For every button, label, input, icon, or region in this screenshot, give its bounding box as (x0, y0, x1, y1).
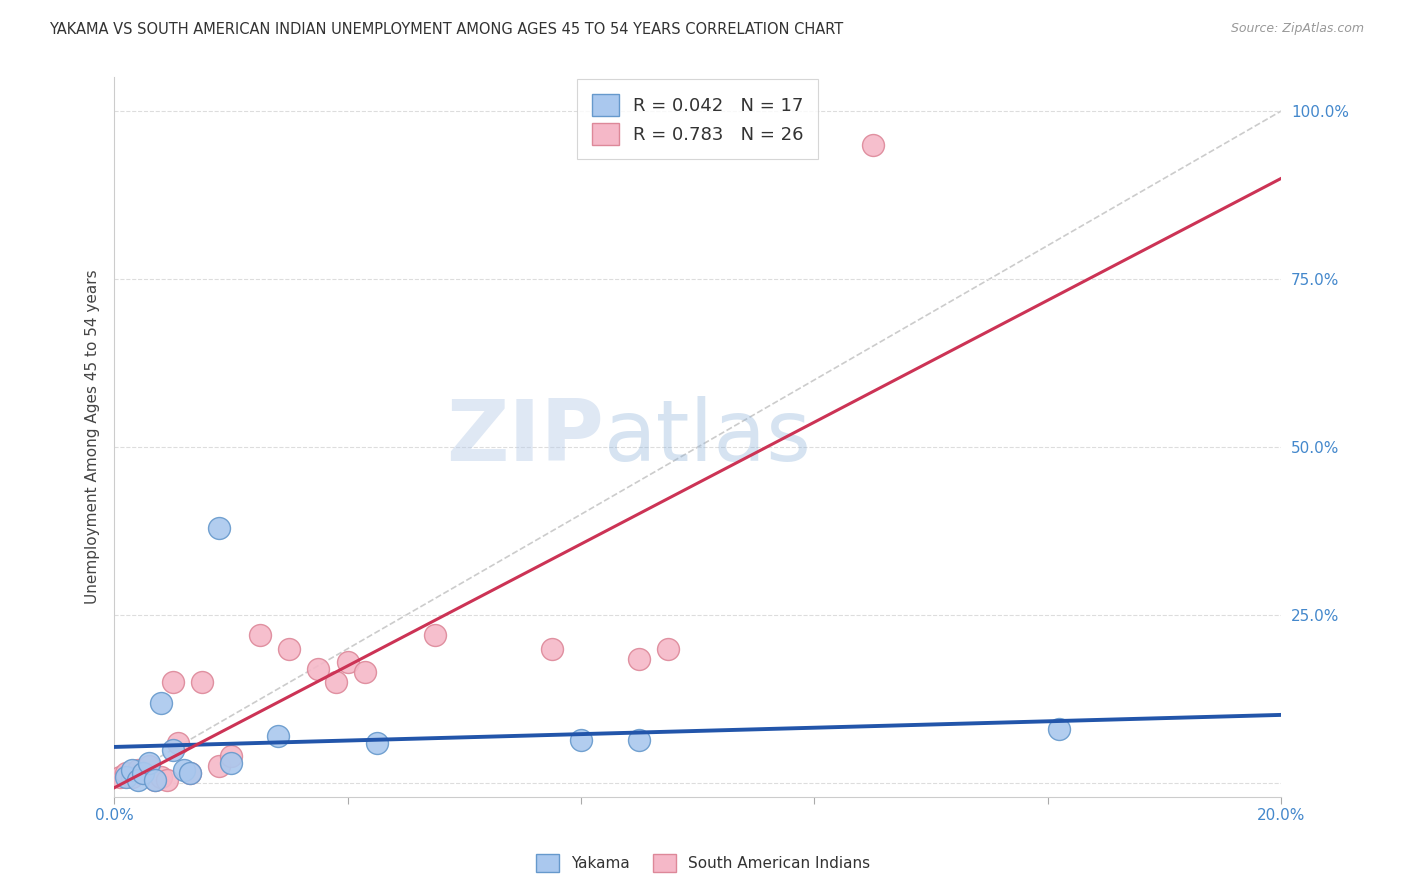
Point (628, 732, 651, 747)
Point (167, 736, 190, 750)
Text: Source: ZipAtlas.com: Source: ZipAtlas.com (1230, 22, 1364, 36)
Point (1047, 723, 1070, 737)
Point (219, 749, 242, 764)
Point (138, 756, 160, 770)
Legend: Yakama, South American Indians: Yakama, South American Indians (529, 846, 877, 880)
Point (138, 759, 160, 773)
Point (354, 665, 377, 680)
Point (249, 628, 271, 642)
Point (569, 732, 592, 747)
Point (540, 641, 562, 656)
Point (307, 662, 329, 676)
Point (278, 641, 301, 656)
Point (143, 772, 166, 787)
Point (336, 655, 359, 669)
Point (179, 766, 201, 780)
Point (149, 696, 172, 710)
Point (208, 521, 231, 535)
Point (208, 759, 231, 773)
Text: atlas: atlas (605, 395, 813, 478)
Point (121, 770, 143, 784)
Point (127, 763, 149, 777)
Point (143, 772, 166, 787)
Point (423, 628, 446, 642)
Point (162, 742, 184, 756)
Point (149, 770, 172, 784)
Point (657, 641, 679, 656)
Point (162, 675, 184, 690)
Point (115, 770, 138, 784)
Point (156, 772, 179, 787)
Point (121, 763, 143, 777)
Point (132, 766, 155, 780)
Text: ZIP: ZIP (447, 395, 605, 478)
Point (325, 675, 347, 690)
Point (862, 137, 884, 152)
Point (132, 766, 155, 780)
Point (173, 763, 195, 777)
Point (366, 736, 388, 750)
Point (127, 772, 149, 787)
Point (266, 729, 288, 743)
Point (219, 756, 242, 770)
Point (190, 675, 212, 690)
Text: YAKAMA VS SOUTH AMERICAN INDIAN UNEMPLOYMENT AMONG AGES 45 TO 54 YEARS CORRELATI: YAKAMA VS SOUTH AMERICAN INDIAN UNEMPLOY… (49, 22, 844, 37)
Point (115, 766, 138, 780)
Y-axis label: Unemployment Among Ages 45 to 54 years: Unemployment Among Ages 45 to 54 years (86, 269, 100, 605)
Legend: R = 0.042   N = 17, R = 0.783   N = 26: R = 0.042 N = 17, R = 0.783 N = 26 (578, 79, 818, 160)
Point (179, 766, 201, 780)
Point (628, 652, 651, 666)
Point (108, 770, 131, 784)
